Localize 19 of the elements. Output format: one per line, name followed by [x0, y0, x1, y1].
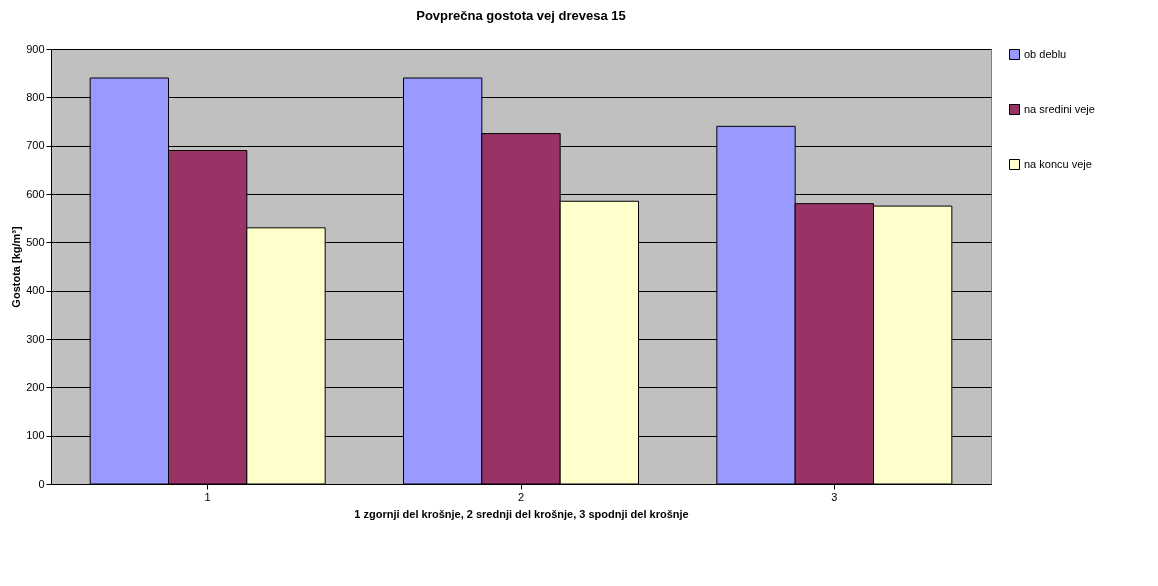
x-tick-label: 2: [517, 490, 525, 503]
legend-label: na koncu veje: [1024, 157, 1092, 170]
y-tick-label: 100: [26, 429, 45, 442]
y-tick-label: 400: [26, 284, 45, 297]
legend-label: na sredini veje: [1024, 102, 1095, 115]
y-tick-label: 300: [26, 332, 45, 345]
x-axis-title: 1 zgornji del krošnje, 2 srednji del krošnje, 3 spodnji del krošnje: [354, 507, 689, 520]
y-tick-label: 700: [26, 139, 45, 152]
y-tick-label: 600: [26, 187, 45, 200]
x-tick-label: 3: [831, 490, 838, 503]
y-axis-title: Gostota [kg/m³]: [10, 226, 23, 308]
legend-label: ob deblu: [1024, 47, 1067, 60]
y-tick-label: 200: [26, 380, 45, 393]
x-tick-label: 1: [204, 490, 211, 503]
y-tick-label: 0: [38, 477, 45, 490]
y-tick-label: 500: [26, 235, 45, 248]
y-tick-label: 800: [26, 90, 45, 103]
chart-title: Povprečna gostota vej drevesa 15: [416, 8, 626, 23]
y-tick-label: 900: [26, 42, 45, 55]
